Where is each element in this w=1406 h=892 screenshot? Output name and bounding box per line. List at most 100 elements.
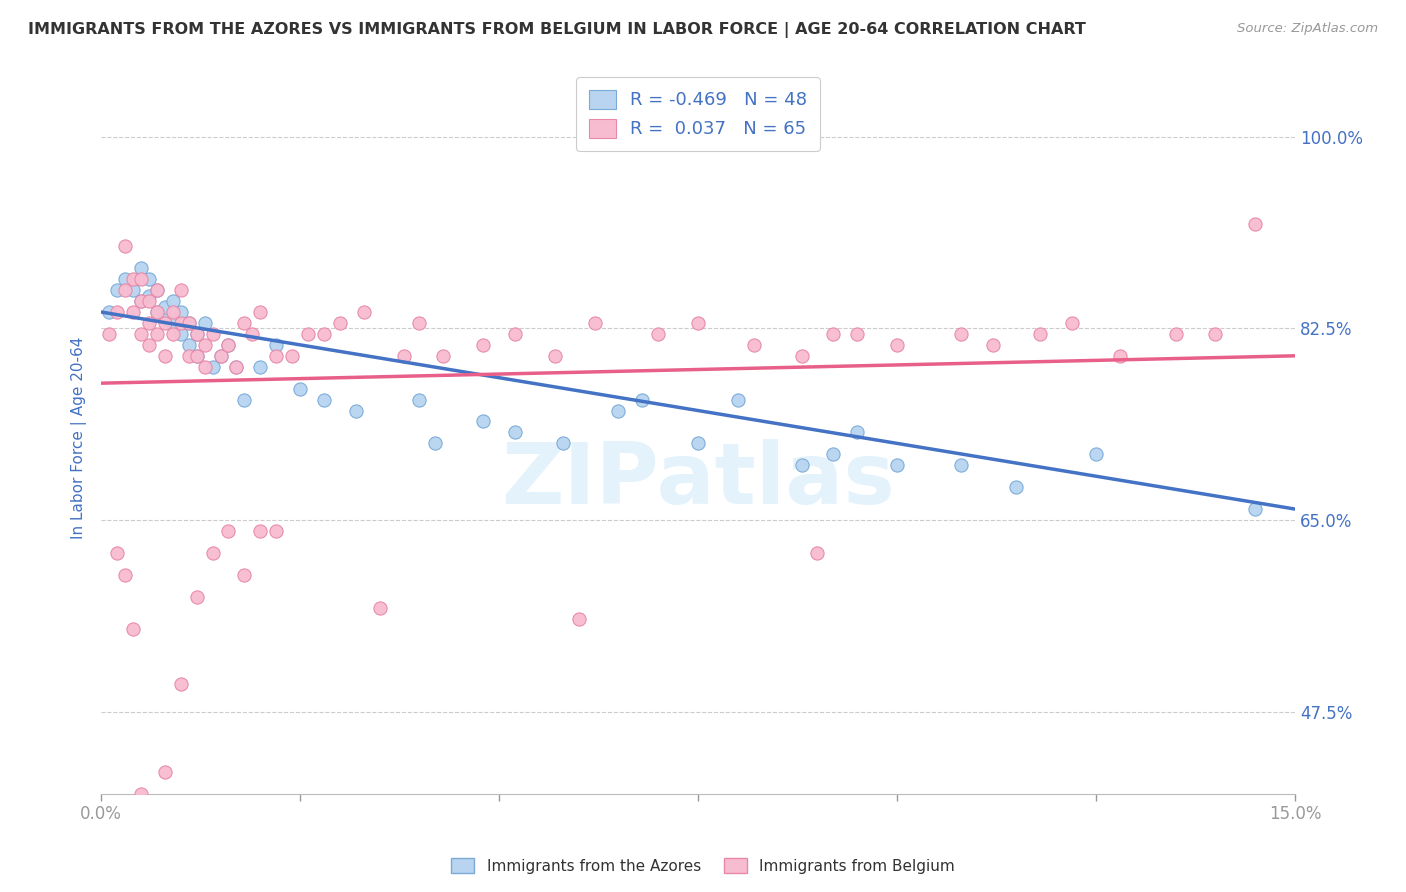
Point: [949, 458, 972, 473]
Point: [162, 305, 184, 319]
Point: [146, 283, 169, 297]
Point: [138, 338, 160, 352]
Point: [209, 349, 232, 363]
Point: [138, 294, 160, 309]
Point: [742, 338, 765, 352]
Point: [122, 272, 145, 286]
Point: [1005, 480, 1028, 494]
Legend: R = -0.469   N = 48, R =  0.037   N = 65: R = -0.469 N = 48, R = 0.037 N = 65: [576, 77, 820, 151]
Point: [503, 425, 526, 440]
Point: [1204, 326, 1226, 341]
Point: [138, 288, 160, 302]
Point: [114, 272, 136, 286]
Point: [233, 316, 256, 330]
Point: [177, 338, 200, 352]
Point: [146, 305, 169, 319]
Point: [218, 338, 240, 352]
Point: [146, 283, 169, 297]
Point: [392, 349, 415, 363]
Point: [194, 316, 217, 330]
Point: [344, 403, 367, 417]
Legend: Immigrants from the Azores, Immigrants from Belgium: Immigrants from the Azores, Immigrants f…: [446, 852, 960, 880]
Point: [790, 349, 813, 363]
Point: [472, 415, 495, 429]
Point: [114, 283, 136, 297]
Point: [1164, 326, 1187, 341]
Point: [823, 447, 845, 461]
Point: [201, 359, 224, 374]
Point: [105, 283, 128, 297]
Point: [122, 623, 145, 637]
Point: [177, 316, 200, 330]
Point: [264, 349, 287, 363]
Point: [122, 305, 145, 319]
Point: [472, 338, 495, 352]
Point: [240, 326, 263, 341]
Point: [297, 326, 319, 341]
Point: [312, 326, 335, 341]
Point: [544, 349, 567, 363]
Text: IMMIGRANTS FROM THE AZORES VS IMMIGRANTS FROM BELGIUM IN LABOR FORCE | AGE 20-64: IMMIGRANTS FROM THE AZORES VS IMMIGRANTS…: [28, 22, 1085, 38]
Point: [686, 316, 709, 330]
Point: [503, 326, 526, 341]
Point: [233, 567, 256, 582]
Point: [790, 458, 813, 473]
Point: [194, 359, 217, 374]
Point: [823, 326, 845, 341]
Point: [153, 316, 176, 330]
Point: [886, 338, 908, 352]
Point: [186, 326, 208, 341]
Point: [218, 524, 240, 538]
Point: [249, 359, 271, 374]
Point: [153, 764, 176, 779]
Point: [98, 326, 121, 341]
Point: [170, 316, 193, 330]
Point: [138, 272, 160, 286]
Point: [312, 392, 335, 407]
Point: [98, 305, 121, 319]
Point: [607, 403, 630, 417]
Point: [177, 349, 200, 363]
Point: [1085, 447, 1108, 461]
Point: [153, 349, 176, 363]
Point: [647, 326, 669, 341]
Point: [122, 283, 145, 297]
Point: [233, 392, 256, 407]
Point: [551, 436, 574, 450]
Point: [105, 546, 128, 560]
Point: [138, 316, 160, 330]
Point: [129, 326, 152, 341]
Text: Source: ZipAtlas.com: Source: ZipAtlas.com: [1237, 22, 1378, 36]
Point: [408, 392, 430, 407]
Point: [408, 316, 430, 330]
Point: [170, 305, 193, 319]
Point: [264, 524, 287, 538]
Point: [846, 326, 869, 341]
Point: [170, 326, 193, 341]
Point: [281, 349, 304, 363]
Y-axis label: In Labor Force | Age 20-64: In Labor Force | Age 20-64: [72, 336, 87, 539]
Point: [225, 359, 247, 374]
Point: [114, 239, 136, 253]
Point: [153, 310, 176, 325]
Text: ZIPatlas: ZIPatlas: [501, 439, 896, 522]
Point: [194, 338, 217, 352]
Point: [201, 326, 224, 341]
Point: [186, 349, 208, 363]
Point: [225, 359, 247, 374]
Point: [727, 392, 749, 407]
Point: [186, 326, 208, 341]
Point: [162, 326, 184, 341]
Point: [1244, 218, 1267, 232]
Point: [153, 300, 176, 314]
Point: [249, 305, 271, 319]
Point: [162, 316, 184, 330]
Point: [170, 283, 193, 297]
Point: [1029, 326, 1052, 341]
Point: [129, 261, 152, 276]
Point: [129, 294, 152, 309]
Point: [129, 787, 152, 801]
Point: [177, 316, 200, 330]
Point: [583, 316, 606, 330]
Point: [170, 677, 193, 691]
